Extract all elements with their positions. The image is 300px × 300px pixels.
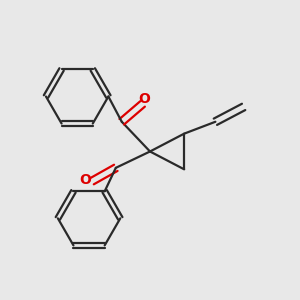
Text: O: O bbox=[138, 92, 150, 106]
Text: O: O bbox=[80, 173, 92, 187]
